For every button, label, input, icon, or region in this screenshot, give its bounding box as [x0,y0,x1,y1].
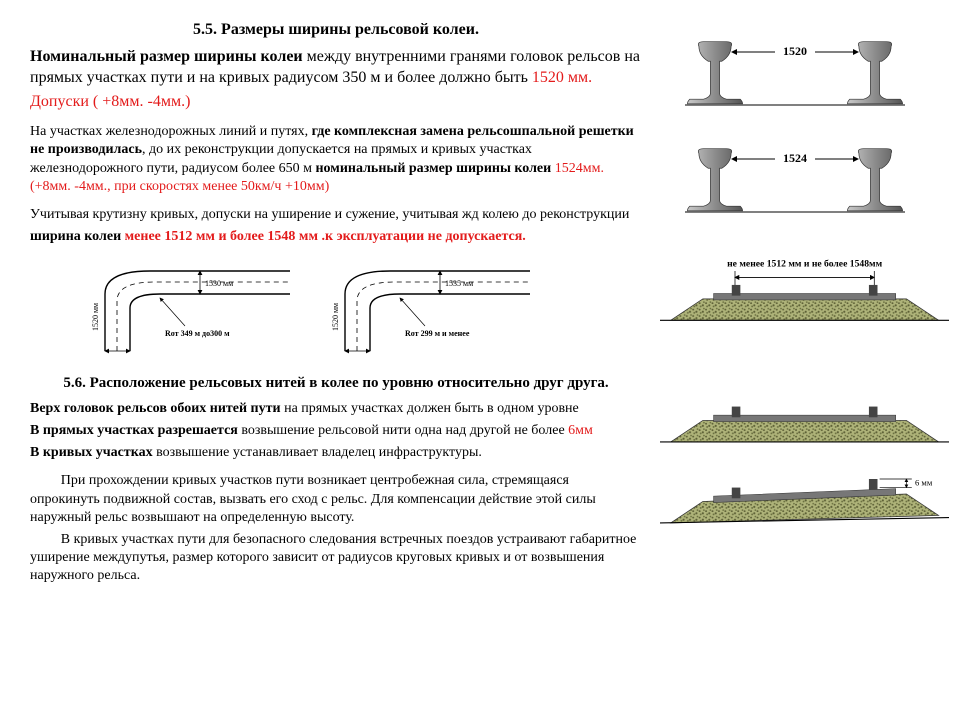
cl-radius: Rот 349 м до300 м [165,329,230,338]
s56l3b: возвышение устанавливает владелец инфрас… [153,445,482,460]
p3line: ширина колеи менее 1512 мм и более 1548 … [30,228,642,246]
para-1524: На участках железнодорожных линий и путя… [30,123,642,196]
para-nominal: Номинальный размер ширины колеи между вн… [30,47,642,89]
cr-radius: Rот 299 м и менее [405,329,470,338]
nominal-bold: Номинальный размер ширины колеи [30,48,303,65]
cl-vlabel: 1520 мм [91,303,100,331]
value-1520: 1520 мм. [532,69,592,86]
p1524: На участках железнодорожных линий и путя… [30,123,642,196]
p3b: ширина колеи [30,229,125,244]
tolerances: Допуски ( +8мм. -4мм.) [30,92,642,113]
limit-label: не менее 1512 мм и не более 1548мм [727,259,882,270]
track-flat [660,383,949,458]
gauge-1520-label: 1520 [783,44,807,58]
section-55-title: 5.5. Размеры ширины рельсовой колеи. [30,20,642,41]
s56-p3: В кривых участках пути для безопасного с… [30,531,642,586]
s56l2c: 6мм [568,423,593,438]
p2a: На участках железнодорожных линий и путя… [30,124,312,139]
s56l2a: В прямых участках разрешается [30,423,241,438]
s56-l3: В кривых участках возвышение устанавлива… [30,444,642,462]
cl-inner: 1530 мм [205,279,233,288]
s56l2b: возвышение рельсовой нити одна над друго… [241,423,568,438]
left-column: 5.5. Размеры ширины рельсовой колеи. Ном… [30,20,660,590]
elev-label: 6 мм [915,477,933,487]
rail-pair-1524: 1524 [660,127,930,222]
track-limit: не менее 1512 мм и не более 1548мм [660,256,930,337]
cr-vlabel: 1520 мм [331,303,340,331]
right-column: 1520 1524 не менее 1512 мм и не более 15… [660,20,930,590]
p3c: менее 1512 мм и более 1548 мм .к эксплуа… [125,229,526,244]
rail-pair-1520: 1520 [660,20,930,115]
cr-inner: 1535 мм [445,279,473,288]
s56l3a: В кривых участках [30,445,153,460]
para-limits: Учитывая крутизну кривых, допуски на уши… [30,206,642,246]
s56-p2: При прохождении кривых участков пути воз… [30,472,642,527]
s56-l1: Верх головок рельсов обоих нитей пути на… [30,400,642,418]
curve-figures: 1520 мм 1530 мм Rот 349 м до300 м 1520 м… [90,256,642,366]
s56l1b: на прямых участках должен быть в одном у… [284,401,579,416]
page-root: 5.5. Размеры ширины рельсовой колеи. Ном… [30,20,930,590]
curve-right: 1520 мм 1535 мм Rот 299 м и менее [330,256,540,366]
gauge-1524-label: 1524 [783,151,807,165]
track-elevated: 6 мм [660,464,949,539]
p2d: номинальный размер ширины колеи [315,161,554,176]
section-56-title: 5.6. Расположение рельсовых нитей в коле… [30,374,642,394]
s56l1a: Верх головок рельсов обоих нитей пути [30,401,284,416]
s56-l2: В прямых участках разрешается возвышение… [30,422,642,440]
curve-left: 1520 мм 1530 мм Rот 349 м до300 м [90,256,300,366]
p3a: Учитывая крутизну кривых, допуски на уши… [30,206,642,224]
